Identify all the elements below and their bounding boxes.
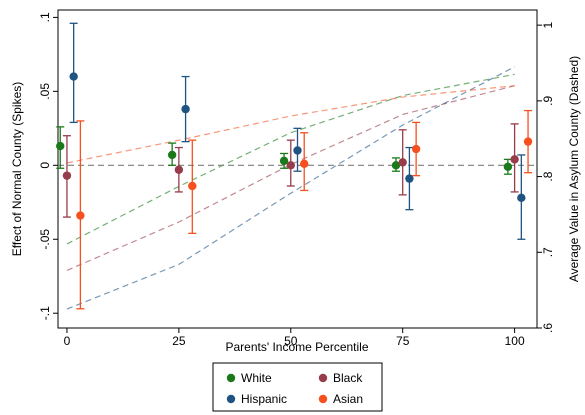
right-axis: 1 .9 .8 .7 .6 — [537, 21, 555, 333]
point-asian-4 — [523, 137, 533, 146]
x-tick-label: 0 — [64, 334, 71, 348]
legend-label-black: Black — [333, 371, 363, 385]
legend-marker-asian — [318, 394, 328, 404]
right-tick-label: .6 — [541, 323, 555, 333]
point-asian-2 — [300, 159, 309, 169]
legend-marker-black — [318, 373, 328, 383]
x-tick-label: 50 — [284, 334, 298, 348]
point-hispanic-0 — [69, 72, 78, 81]
point-asian-1 — [188, 181, 197, 191]
point-white-4 — [503, 162, 513, 171]
point-white-0 — [56, 141, 65, 151]
legend-label-white: White — [241, 371, 272, 385]
point-asian-0 — [76, 211, 85, 220]
point-black-0 — [62, 171, 72, 180]
dashed-lines — [66, 66, 515, 310]
right-axis-title: Average Value in Asylum County (Dashed) — [567, 56, 581, 282]
legend-marker-hispanic — [226, 394, 236, 404]
point-white-2 — [279, 156, 289, 166]
left-tick-label: .05 — [38, 83, 52, 100]
point-asian-3 — [411, 144, 421, 154]
dashed-line-white — [66, 73, 515, 245]
point-black-4 — [510, 155, 519, 164]
point-hispanic-1 — [181, 104, 190, 114]
legend: White Black Hispanic Asian — [226, 371, 363, 406]
right-tick-label: 1 — [541, 21, 555, 28]
spikes — [56, 22, 533, 310]
point-hispanic-3 — [405, 174, 414, 183]
x-tick-label: 75 — [396, 334, 410, 348]
right-tick-label: .8 — [541, 171, 555, 181]
legend-box — [212, 362, 383, 412]
dashed-line-black — [66, 85, 515, 272]
left-tick-label: .1 — [38, 12, 52, 22]
left-tick-label: -.05 — [38, 229, 52, 250]
x-tick-label: 25 — [172, 334, 186, 348]
legend-label-hispanic: Hispanic — [241, 392, 287, 406]
left-axis: .1 .05 0 -.05 -.1 — [38, 12, 58, 320]
x-axis-title: Parents' Income Percentile — [225, 340, 368, 354]
left-axis-title: Effect of Normal County (Spikes) — [10, 82, 24, 257]
point-black-3 — [398, 158, 407, 167]
point-hispanic-4 — [517, 193, 526, 203]
point-black-1 — [174, 165, 184, 174]
x-axis: 0 25 50 75 100 — [64, 328, 525, 348]
legend-label-asian: Asian — [333, 392, 363, 406]
right-tick-label: .7 — [541, 247, 555, 257]
left-tick-label: -.1 — [38, 306, 52, 320]
legend-marker-white — [226, 373, 236, 383]
point-white-3 — [391, 161, 401, 170]
right-tick-label: .9 — [541, 96, 555, 106]
dashed-line-hispanic — [66, 66, 515, 310]
point-white-1 — [167, 150, 177, 160]
x-tick-label: 100 — [505, 334, 525, 348]
point-black-2 — [286, 161, 295, 170]
left-tick-label: 0 — [38, 162, 52, 169]
point-hispanic-2 — [293, 146, 302, 155]
